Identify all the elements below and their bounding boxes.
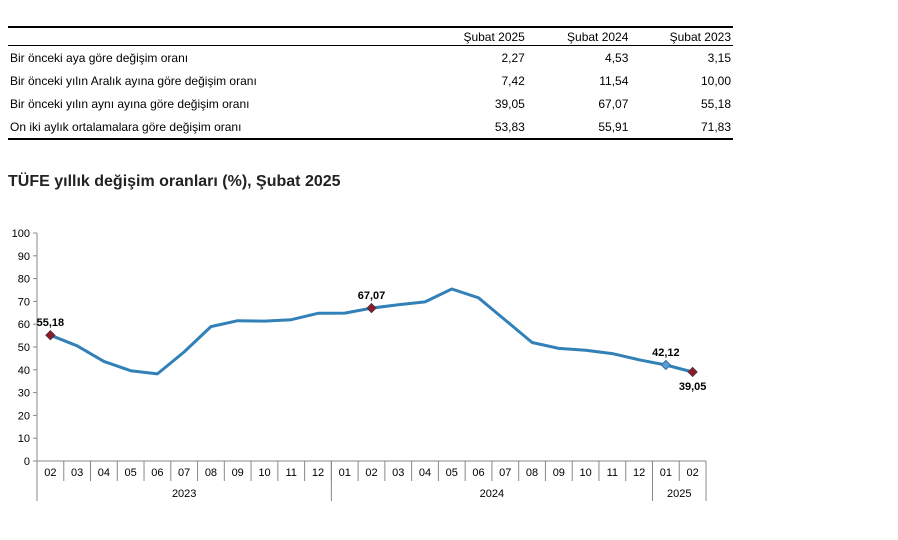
table-row: Bir önceki yılın aynı ayına göre değişim… — [8, 92, 733, 115]
summary-table: Şubat 2025 Şubat 2024 Şubat 2023 Bir önc… — [8, 26, 733, 140]
table-row: On iki aylık ortalamalara göre değişim o… — [8, 115, 733, 139]
cell-value: 67,07 — [598, 96, 629, 111]
x-tick-label: 06 — [472, 467, 484, 479]
cell-value: 4,53 — [605, 50, 629, 65]
x-tick-label: 03 — [71, 467, 83, 479]
x-tick-label: 01 — [339, 467, 351, 479]
x-tick-label: 02 — [686, 467, 698, 479]
x-tick-label: 09 — [553, 467, 565, 479]
cell-value: 55,18 — [700, 96, 731, 111]
y-tick-label: 100 — [12, 228, 30, 240]
x-tick-label: 04 — [98, 467, 110, 479]
cell-value: 2,27 — [501, 50, 525, 65]
x-tick-label: 10 — [258, 467, 270, 479]
row-label: Bir önceki yılın aynı ayına göre değişim… — [10, 96, 250, 111]
row-label: Bir önceki aya göre değişim oranı — [10, 50, 189, 65]
y-tick-label: 90 — [18, 251, 30, 263]
year-label: 2023 — [172, 488, 196, 500]
x-tick-label: 11 — [607, 467, 618, 479]
x-tick-label: 04 — [419, 467, 431, 479]
data-label: 67,07 — [358, 290, 386, 302]
x-tick-label: 09 — [232, 467, 244, 479]
chart-title: TÜFE yıllık değişim oranları (%), Şubat … — [8, 173, 341, 190]
x-tick-label: 12 — [633, 467, 645, 479]
data-label: 55,18 — [37, 317, 65, 329]
x-tick-label: 08 — [526, 467, 538, 479]
x-tick-label: 11 — [286, 467, 297, 479]
table-row: Bir önceki yılın Aralık ayına göre değiş… — [8, 69, 733, 92]
cell-value: 55,91 — [598, 119, 629, 134]
x-tick-label: 08 — [205, 467, 217, 479]
cell-value: 11,54 — [599, 73, 629, 88]
cell-value: 7,42 — [501, 73, 525, 88]
x-tick-label: 06 — [151, 467, 163, 479]
highlight-point-marker — [687, 366, 698, 378]
table-row: Bir önceki aya göre değişim oranı 2,27 4… — [8, 46, 733, 70]
cell-value: 10,00 — [700, 73, 731, 88]
row-label: On iki aylık ortalamalara göre değişim o… — [10, 119, 242, 134]
y-tick-label: 60 — [18, 319, 30, 331]
data-label: 39,05 — [679, 381, 707, 393]
highlight-point-marker — [366, 302, 377, 314]
y-tick-label: 30 — [18, 388, 30, 400]
x-tick-label: 10 — [579, 467, 591, 479]
y-tick-label: 0 — [24, 456, 30, 468]
cell-value: 39,05 — [494, 96, 525, 111]
cell-value: 71,83 — [700, 119, 731, 134]
y-tick-label: 80 — [18, 274, 30, 286]
year-label: 2024 — [480, 488, 504, 500]
cell-value: 53,83 — [494, 119, 525, 134]
cell-value: 3,15 — [707, 50, 731, 65]
y-tick-label: 10 — [18, 433, 30, 445]
y-tick-label: 70 — [18, 296, 30, 308]
y-tick-label: 20 — [18, 410, 30, 422]
highlight-point-marker — [45, 329, 56, 341]
x-tick-label: 05 — [125, 467, 137, 479]
year-label: 2025 — [667, 488, 691, 500]
y-tick-label: 50 — [18, 342, 30, 354]
x-tick-label: 12 — [312, 467, 324, 479]
table-header-row: Şubat 2025 Şubat 2024 Şubat 2023 — [8, 27, 733, 46]
row-label: Bir önceki yılın Aralık ayına göre değiş… — [10, 73, 257, 88]
x-tick-label: 07 — [178, 467, 190, 479]
x-tick-label: 07 — [499, 467, 511, 479]
x-tick-label: 02 — [44, 467, 56, 479]
y-tick-label: 40 — [18, 365, 30, 377]
x-tick-label: 02 — [365, 467, 377, 479]
header-feb-2023: Şubat 2023 — [669, 29, 731, 44]
x-tick-label: 03 — [392, 467, 404, 479]
header-feb-2024: Şubat 2024 — [567, 29, 629, 44]
point-marker — [660, 359, 672, 371]
x-tick-label: 01 — [660, 467, 672, 479]
data-label: 42,12 — [652, 347, 680, 359]
header-feb-2025: Şubat 2025 — [463, 29, 525, 44]
x-tick-label: 05 — [446, 467, 458, 479]
